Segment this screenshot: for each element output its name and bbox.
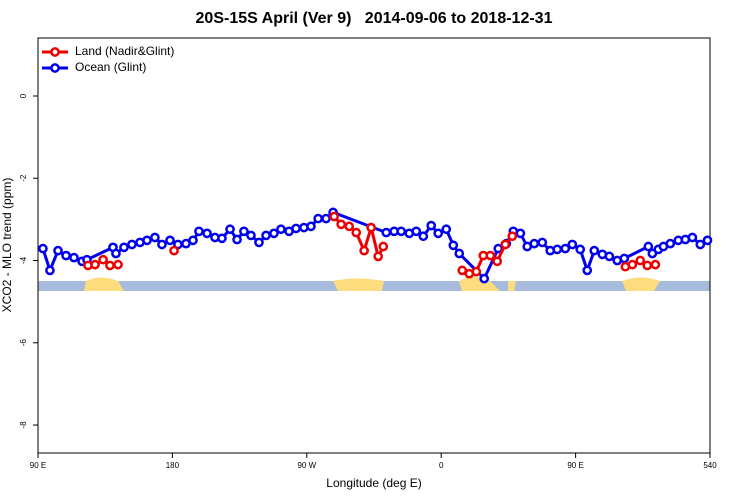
point	[635, 255, 646, 266]
point	[515, 228, 526, 239]
point	[441, 224, 452, 235]
x-tick-label: 90 E	[30, 461, 46, 470]
point	[702, 235, 713, 246]
point	[529, 238, 540, 249]
point	[366, 222, 377, 233]
point	[321, 213, 331, 224]
point	[169, 245, 179, 256]
point	[418, 231, 429, 242]
point	[344, 221, 355, 232]
point	[291, 223, 301, 234]
point	[665, 238, 676, 249]
map-strip	[38, 276, 710, 291]
y-tick-label: -2	[19, 174, 28, 182]
x-tick-label: 540	[703, 461, 717, 470]
point	[433, 228, 444, 239]
point	[643, 241, 654, 252]
point	[142, 235, 152, 246]
point	[359, 245, 369, 256]
point	[560, 243, 571, 254]
y-axis-label: XCO2 - MLO trend (ppm)	[0, 178, 14, 313]
point	[98, 254, 108, 265]
point	[492, 256, 503, 267]
point	[687, 232, 698, 243]
point	[619, 253, 630, 264]
point	[188, 235, 198, 246]
point	[378, 241, 389, 252]
point	[90, 259, 100, 270]
point	[105, 260, 115, 271]
point	[246, 230, 256, 241]
point	[396, 226, 407, 237]
point	[604, 251, 615, 262]
point	[217, 233, 227, 244]
legend-label: Land (Nadir&Glint)	[75, 44, 174, 58]
point	[225, 224, 235, 235]
point	[61, 250, 71, 261]
point	[165, 235, 175, 246]
point	[650, 259, 661, 270]
chart-title: 20S-15S April (Ver 9) 2014-09-06 to 2018…	[196, 10, 553, 27]
point	[500, 239, 511, 250]
point	[276, 224, 286, 235]
point	[150, 232, 160, 243]
point	[45, 265, 55, 276]
plot-frame	[37, 37, 711, 454]
point	[411, 226, 422, 237]
point	[575, 244, 586, 255]
point	[351, 227, 362, 238]
point	[589, 245, 600, 256]
point	[38, 243, 48, 254]
x-tick-label: 180	[166, 461, 180, 470]
point	[69, 252, 79, 263]
point	[471, 266, 482, 277]
point	[537, 237, 548, 248]
point	[157, 239, 167, 250]
point	[194, 226, 204, 237]
point	[336, 219, 346, 230]
x-tick-label: 90 E	[567, 461, 583, 470]
point	[111, 248, 121, 259]
point	[642, 260, 653, 271]
point	[254, 237, 264, 248]
point	[627, 259, 638, 270]
point	[232, 234, 242, 245]
x-tick-label: 0	[439, 461, 444, 470]
point	[113, 259, 123, 270]
point	[127, 239, 137, 250]
point	[329, 211, 339, 222]
point	[567, 239, 578, 250]
point	[582, 265, 593, 276]
point	[306, 221, 316, 232]
point	[426, 220, 437, 231]
point	[695, 239, 706, 250]
point	[507, 231, 518, 242]
legend-label: Ocean (Glint)	[75, 60, 146, 74]
point	[448, 240, 459, 251]
point	[261, 230, 271, 241]
point	[53, 245, 63, 256]
point	[381, 227, 392, 238]
point	[119, 242, 129, 253]
x-axis-label: Longitude (deg E)	[326, 476, 421, 490]
point	[479, 273, 490, 284]
y-tick-label: -6	[19, 339, 28, 347]
point	[239, 226, 249, 237]
point	[313, 213, 323, 224]
point	[552, 244, 563, 255]
point	[454, 248, 465, 259]
y-tick-label: -8	[19, 421, 28, 429]
point	[269, 228, 279, 239]
y-tick-label: -4	[19, 256, 28, 264]
point	[202, 228, 212, 239]
point	[485, 250, 496, 261]
x-tick-label: 90 W	[297, 461, 316, 470]
legend-marker	[50, 63, 60, 73]
legend-marker	[50, 47, 60, 57]
y-tick-label: 0	[19, 93, 28, 98]
point	[373, 251, 384, 262]
